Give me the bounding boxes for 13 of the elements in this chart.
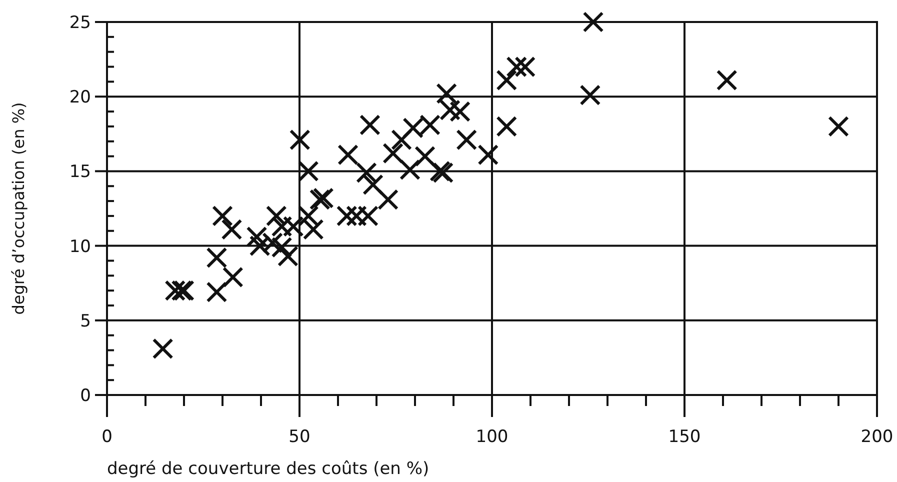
y-tick-label: 0 [80, 386, 91, 406]
y-tick-label: 25 [69, 13, 91, 33]
x-tick-label: 100 [476, 427, 508, 447]
y-axis-title: degré d’occupation (en %) [9, 102, 28, 315]
x-tick-label: 50 [288, 427, 310, 447]
y-tick-label: 20 [69, 88, 91, 108]
y-tick-label: 15 [69, 162, 91, 182]
y-tick-label: 10 [69, 236, 91, 257]
x-tick-label: 150 [668, 427, 701, 447]
x-tick-label: 0 [102, 427, 112, 447]
x-tick-label: 200 [860, 427, 894, 447]
x-axis-title: degré de couverture des coûts (en %) [107, 459, 430, 479]
y-tick-label: 5 [80, 311, 91, 332]
